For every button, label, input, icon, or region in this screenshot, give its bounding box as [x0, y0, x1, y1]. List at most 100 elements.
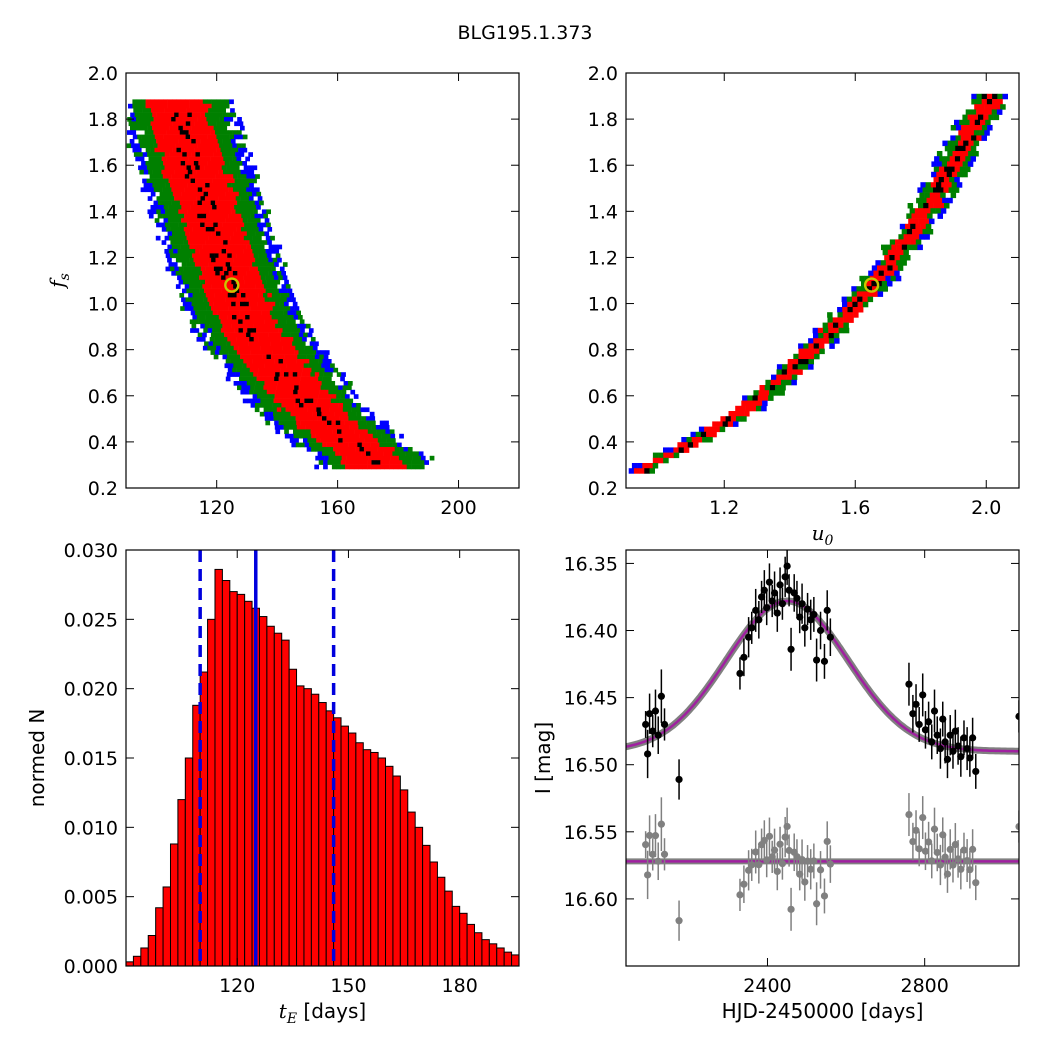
heatmap-cell	[328, 372, 333, 377]
heatmap-cell	[390, 455, 395, 461]
heatmap-cell	[254, 332, 260, 338]
heatmap-cell	[145, 161, 151, 166]
heatmap-cell	[398, 455, 404, 461]
heatmap-cell	[209, 253, 215, 259]
heatmap-cell	[181, 262, 187, 267]
heatmap-cell	[381, 455, 386, 461]
heatmap-cell	[833, 327, 839, 334]
heatmap-cell	[145, 99, 151, 105]
heatmap-cell	[183, 240, 189, 245]
heatmap-cell	[178, 266, 184, 272]
heatmap-cell	[345, 394, 350, 399]
heatmap-cell	[305, 425, 311, 430]
heatmap-cell	[939, 156, 945, 162]
heatmap-cell	[271, 367, 277, 373]
y-tick-label: 16.35	[564, 553, 618, 575]
heatmap-cell	[246, 231, 252, 237]
heatmap-cell	[976, 109, 982, 115]
heatmap-cell	[954, 166, 961, 173]
heatmap-cell	[264, 297, 270, 303]
heatmap-cell	[275, 429, 281, 435]
heatmap-cell	[233, 244, 239, 250]
heatmap-cell	[372, 433, 378, 439]
heatmap-cell	[277, 257, 282, 263]
heatmap-cell	[768, 395, 774, 401]
heatmap-cell	[209, 169, 215, 175]
heatmap-cell	[221, 108, 226, 113]
heatmap-cell	[227, 293, 233, 298]
heatmap-cell	[314, 394, 319, 399]
heatmap-cell	[277, 403, 282, 408]
heatmap-cell	[246, 271, 251, 276]
heatmap-cell	[199, 108, 204, 113]
heatmap-cell	[379, 420, 385, 426]
heatmap-cell	[895, 239, 901, 245]
heatmap-cell	[202, 103, 208, 109]
heatmap-cell	[258, 337, 263, 342]
heatmap-cell	[202, 174, 208, 179]
panel-tE_vs_fs: 120 160 2000.20.40.60.81.01.21.41.61.82.0f…	[45, 63, 520, 519]
heatmap-cell	[930, 208, 936, 214]
heatmap-cell	[867, 291, 873, 297]
heatmap-cell	[219, 350, 224, 355]
heatmap-cell	[251, 205, 257, 210]
heatmap-cell	[232, 130, 238, 135]
data-point	[921, 726, 930, 734]
heatmap-cell	[792, 359, 799, 365]
heatmap-cell	[185, 134, 191, 140]
heatmap-cell	[182, 209, 188, 215]
heatmap-cell	[272, 306, 278, 311]
heatmap-cell	[962, 151, 969, 157]
heatmap-cell	[278, 328, 283, 333]
y-tick-label: 16.50	[564, 755, 618, 777]
heatmap-cell	[935, 208, 942, 214]
heatmap-cell	[259, 411, 265, 417]
heatmap-cell	[302, 367, 308, 373]
heatmap-cell	[241, 332, 247, 338]
heatmap-cell	[238, 231, 243, 237]
heatmap-cell	[242, 363, 247, 369]
heatmap-cell	[275, 253, 281, 259]
heatmap-cell	[937, 213, 943, 219]
heatmap-cell	[997, 93, 1003, 100]
heatmap-cell	[211, 103, 217, 109]
heatmap-cell	[191, 125, 197, 131]
heatmap-cell	[277, 306, 282, 311]
heatmap-cell	[153, 130, 159, 135]
heatmap-cell	[285, 350, 290, 355]
data-point	[755, 616, 763, 624]
residual-point	[960, 846, 968, 854]
heatmap-cell	[243, 165, 249, 171]
heatmap-cell	[285, 407, 291, 413]
heatmap-cell	[265, 394, 271, 399]
heatmap-cell	[917, 229, 923, 235]
heatmap-cell	[261, 209, 267, 215]
heatmap-cell	[302, 350, 308, 355]
heatmap-cell	[885, 260, 892, 266]
heatmap-cell	[202, 231, 208, 237]
heatmap-cell	[227, 183, 232, 188]
heatmap-cell	[245, 293, 251, 298]
heatmap-cell	[960, 156, 966, 162]
heatmap-cell	[278, 310, 284, 316]
heatmap-cell	[239, 249, 244, 254]
heatmap-cell	[195, 139, 201, 144]
heatmap-cell	[218, 279, 223, 285]
heatmap-cell	[132, 103, 138, 109]
heatmap-cell	[171, 117, 176, 122]
heatmap-cell	[993, 114, 1000, 121]
heatmap-cell	[211, 297, 217, 303]
heatmap-cell	[238, 191, 244, 197]
heatmap-cell	[175, 143, 180, 149]
heatmap-cell	[174, 240, 180, 245]
heatmap-cell	[192, 183, 197, 188]
heatmap-cell	[920, 208, 926, 214]
heatmap-cell	[230, 165, 236, 171]
heatmap-cell	[259, 332, 264, 338]
heatmap-cell	[241, 385, 247, 391]
heatmap-cell	[174, 183, 180, 188]
heatmap-cell	[273, 416, 279, 421]
x-tick-label: 1.2	[709, 497, 739, 519]
heatmap-cell	[987, 125, 993, 131]
heatmap-cell	[194, 319, 199, 325]
